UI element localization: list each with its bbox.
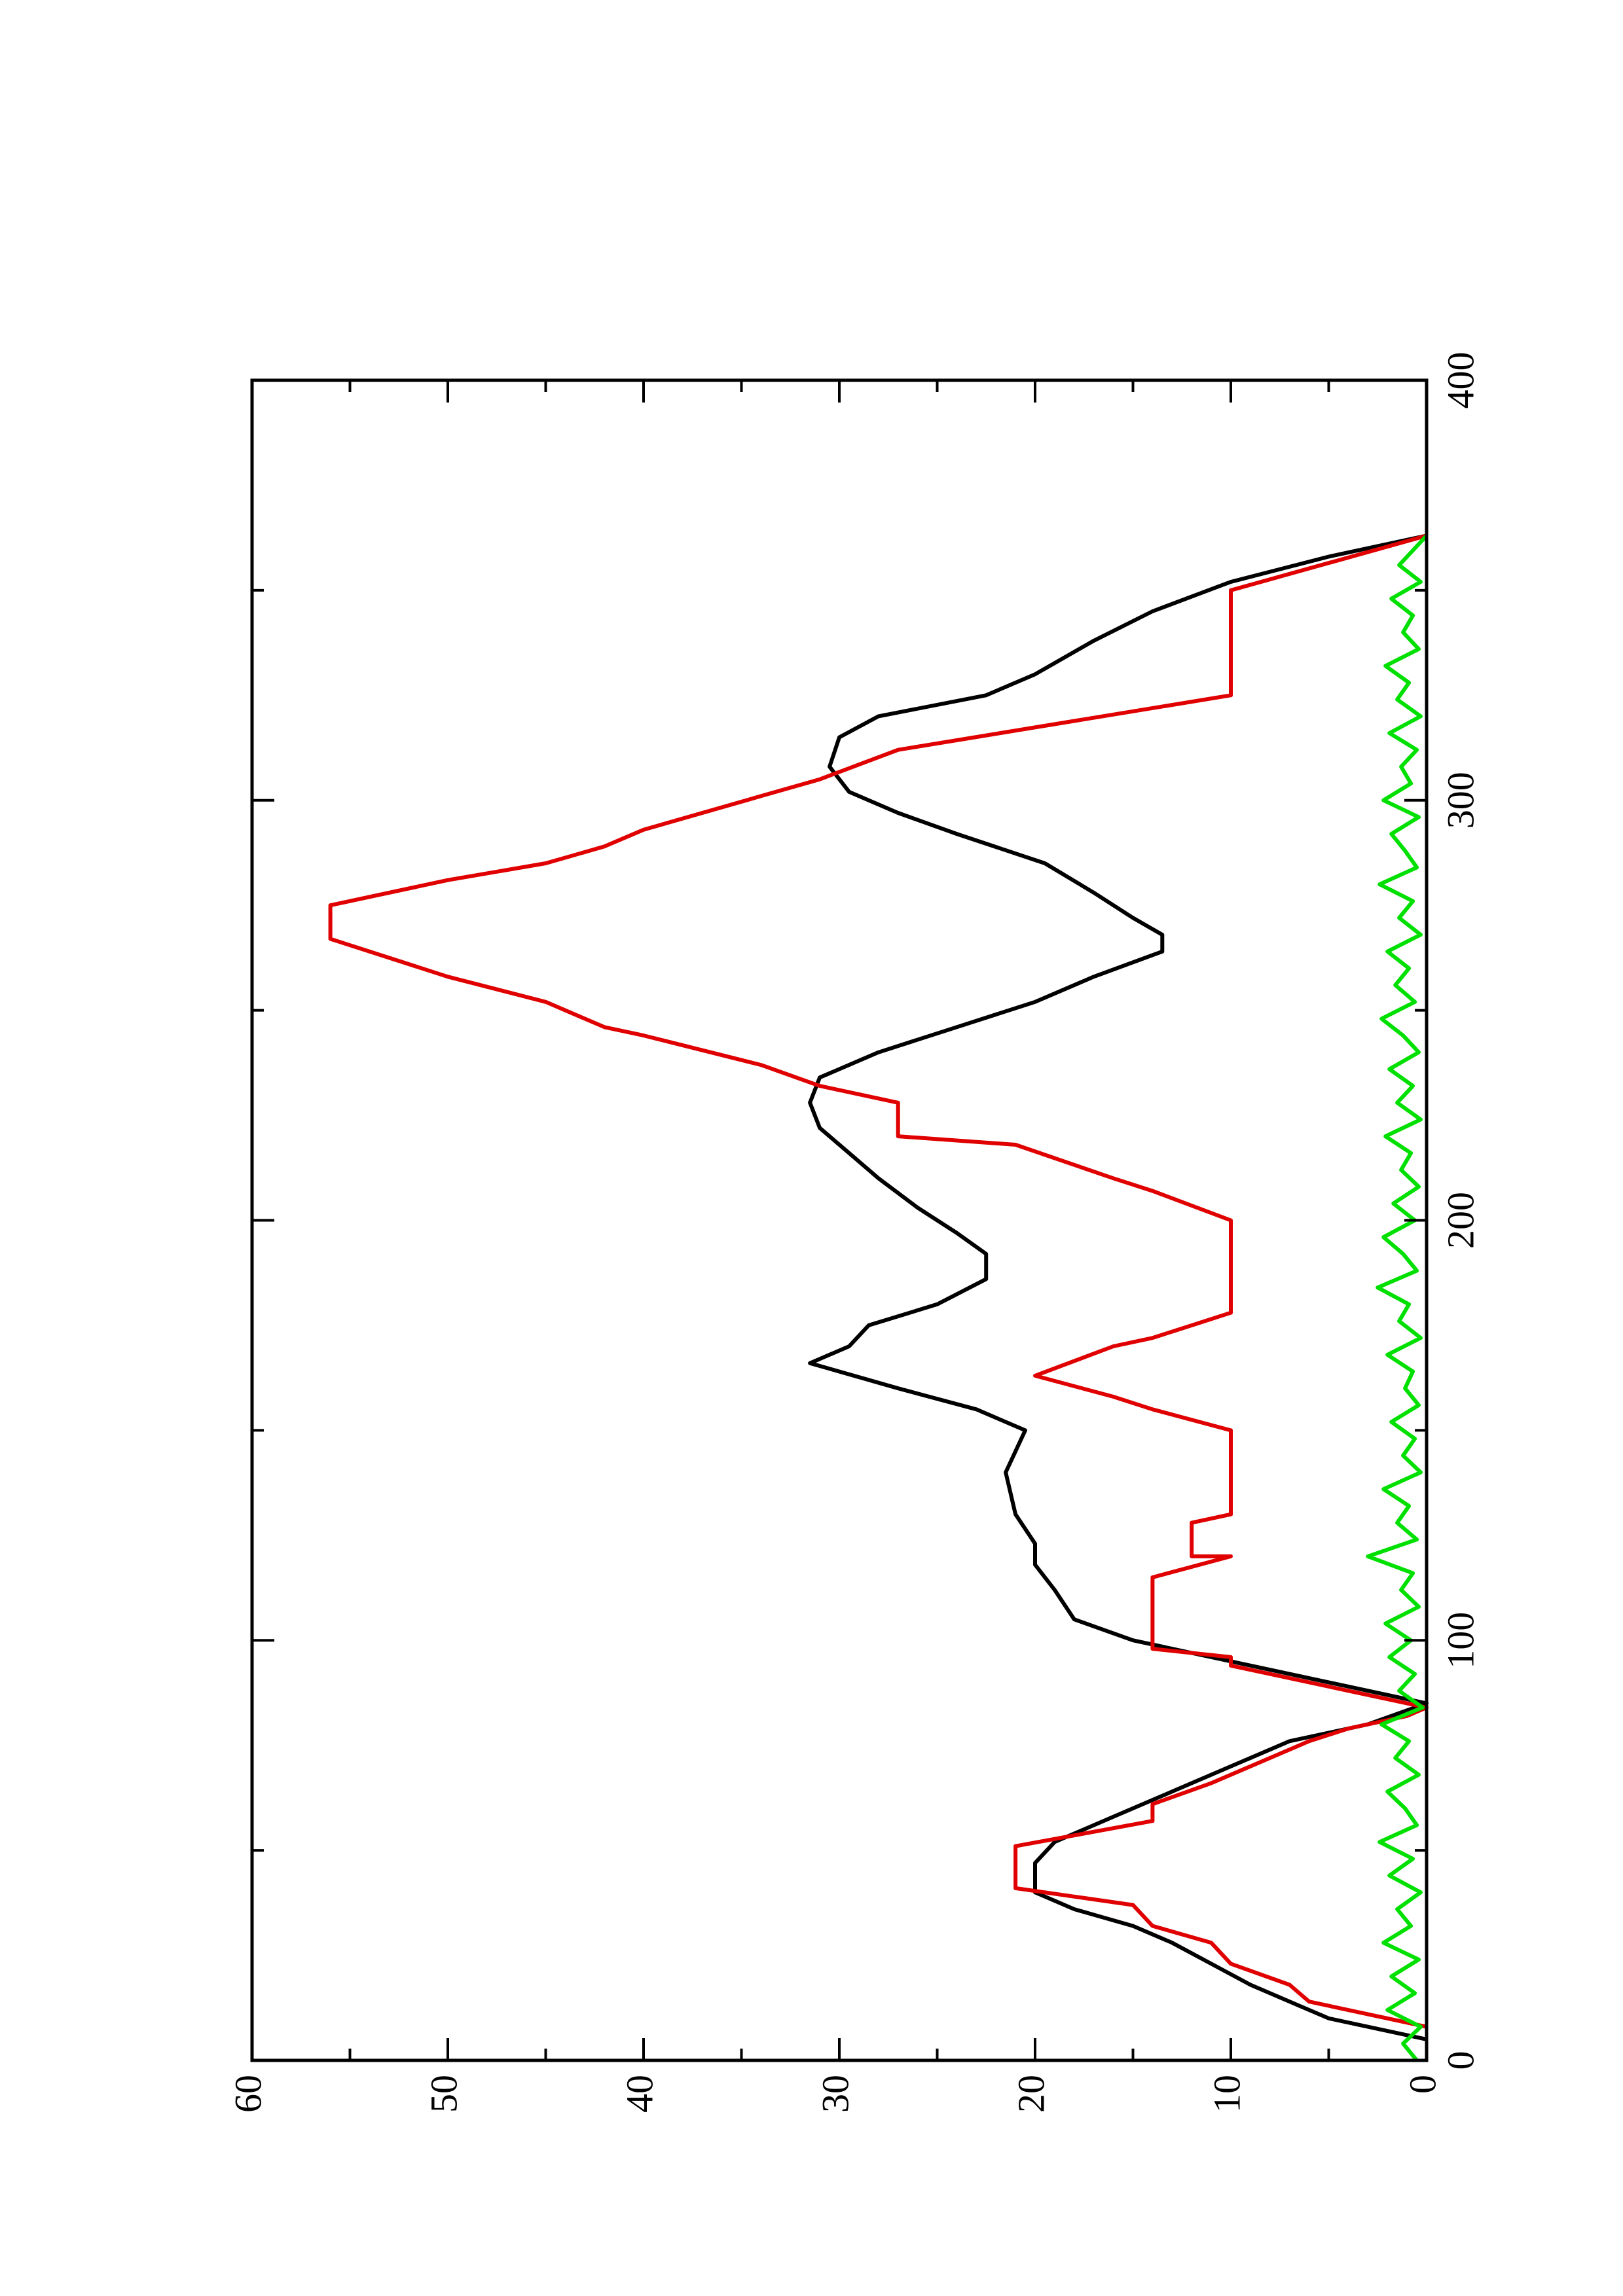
plot-area: 0 100 200 300 400 0 10 20 30 40 50 60 [227,352,1482,2113]
y-tick-label: 10 [1205,2075,1248,2113]
x-tick-label: 400 [1440,352,1482,409]
x-tick-label: 200 [1440,1192,1482,1249]
y-tick-label: 20 [1010,2075,1052,2113]
x-tick-label: 0 [1440,2051,1482,2070]
x-tick-label: 300 [1440,772,1482,829]
y-tick-label: 40 [618,2075,661,2113]
y-tick-label: 60 [227,2075,269,2113]
y-tick-label: 30 [814,2075,856,2113]
data-line [1366,534,1429,2062]
y-tick-label: 0 [1401,2075,1444,2094]
plot-frame [250,378,1429,2062]
data-line [808,533,1429,2041]
data-line [328,533,1429,2029]
y-tick-label: 50 [422,2075,465,2113]
x-tick-label: 100 [1440,1612,1482,1669]
